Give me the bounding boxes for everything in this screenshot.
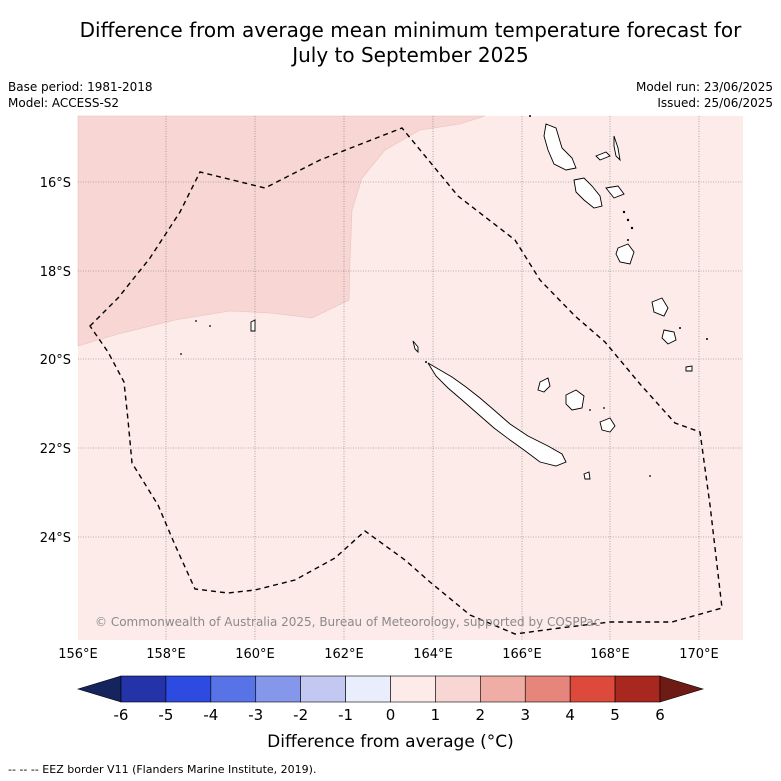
- colorbar-tick-label: 4: [565, 706, 575, 724]
- lat-label-18s: 18°S: [40, 265, 71, 280]
- loyalty-mare: [599, 417, 616, 433]
- belep-islands: [412, 340, 419, 354]
- efate: [615, 243, 635, 265]
- model-name: Model: ACCESS-S2: [8, 96, 120, 110]
- loyalty-lifou: [565, 389, 585, 411]
- copyright-notice: © Commonwealth of Australia 2025, Bureau…: [95, 615, 600, 629]
- aneityum: [685, 365, 693, 372]
- ambae: [595, 151, 611, 161]
- colorbar-cell: [165, 675, 212, 703]
- new-caledonia: [427, 362, 567, 467]
- tanna: [661, 329, 677, 345]
- lon-label-162e: 162°E: [324, 647, 364, 662]
- lon-label-156e: 156°E: [58, 647, 98, 662]
- epi: [605, 185, 625, 199]
- colorbar-tick-label: -1: [338, 706, 353, 724]
- loyalty-ouvea: [537, 377, 551, 393]
- colorbar: -6 -5 -4 -3 -2 -1 0 1 2 3 4 5 6: [76, 675, 705, 724]
- eez-border: [89, 127, 723, 635]
- colorbar-tick-label: -4: [203, 706, 218, 724]
- isle-of-pines: [583, 471, 591, 480]
- lon-label-158e: 158°E: [146, 647, 186, 662]
- colorbar-cell: [120, 675, 167, 703]
- lon-label-166e: 166°E: [502, 647, 542, 662]
- espiritu-santo: [543, 123, 577, 171]
- colorbar-cells: [120, 675, 661, 703]
- small-islands: [180, 115, 708, 477]
- longitude-labels: 156°E 158°E 160°E 162°E 164°E 166°E 168°…: [58, 647, 719, 662]
- colorbar-cell: [390, 675, 436, 703]
- lat-label-24s: 24°S: [40, 531, 71, 546]
- lon-label-164e: 164°E: [413, 647, 453, 662]
- chesterfield-islets: [250, 319, 256, 332]
- colorbar-cell: [524, 675, 571, 703]
- lat-label-16s: 16°S: [40, 176, 71, 191]
- meta-right: Model run: 23/06/2025 Issued: 25/06/2025: [636, 79, 773, 111]
- lon-label-168e: 168°E: [590, 647, 630, 662]
- colorbar-tick-label: 6: [655, 706, 665, 724]
- colorbar-cell: [614, 675, 661, 703]
- anomaly-region-1-2: [77, 115, 486, 347]
- lon-label-170e: 170°E: [679, 647, 719, 662]
- colorbar-tick-label: -2: [293, 706, 308, 724]
- issued-date: Issued: 25/06/2025: [657, 96, 773, 110]
- meta-left: Base period: 1981-2018 Model: ACCESS-S2: [8, 79, 153, 111]
- colorbar-cell: [300, 675, 346, 703]
- colorbar-tick-label: 0: [386, 706, 396, 724]
- colorbar-tick-label: 5: [610, 706, 620, 724]
- colorbar-extend-low: [76, 675, 122, 703]
- colorbar-cell: [480, 675, 526, 703]
- colorbar-cell: [255, 675, 301, 703]
- lat-label-22s: 22°S: [40, 442, 71, 457]
- colorbar-cell: [435, 675, 481, 703]
- colorbar-tick-label: -3: [248, 706, 263, 724]
- colorbar-cell: [345, 675, 391, 703]
- colorbar-tick-label: 3: [520, 706, 530, 724]
- graticule: [78, 116, 743, 640]
- eez-footnote: -- -- -- EEZ border V11 (Flanders Marine…: [8, 763, 317, 776]
- colorbar-tick-label: 1: [431, 706, 441, 724]
- lat-label-20s: 20°S: [40, 353, 71, 368]
- colorbar-tick-label: 2: [476, 706, 486, 724]
- malekula: [573, 177, 603, 209]
- colorbar-cell: [569, 675, 616, 703]
- title-line-2: July to September 2025: [292, 43, 529, 67]
- colorbar-tick-label: -6: [114, 706, 129, 724]
- model-run: Model run: 23/06/2025: [635, 80, 773, 94]
- map-title: Difference from average mean minimum tem…: [0, 18, 781, 68]
- title-line-1: Difference from average mean minimum tem…: [79, 18, 742, 42]
- colorbar-tick-label: -5: [158, 706, 173, 724]
- coastlines: [250, 123, 693, 480]
- colorbar-tick-labels: -6 -5 -4 -3 -2 -1 0 1 2 3 4 5 6: [114, 706, 665, 724]
- latitude-labels: 16°S 18°S 20°S 22°S 24°S: [40, 176, 71, 546]
- colorbar-label: Difference from average (°C): [267, 732, 514, 752]
- lon-label-160e: 160°E: [235, 647, 275, 662]
- colorbar-cell: [210, 675, 257, 703]
- base-period: Base period: 1981-2018: [8, 80, 153, 94]
- colorbar-extend-high: [659, 675, 705, 703]
- erromango: [651, 297, 669, 317]
- maewo-pentecost: [613, 135, 621, 162]
